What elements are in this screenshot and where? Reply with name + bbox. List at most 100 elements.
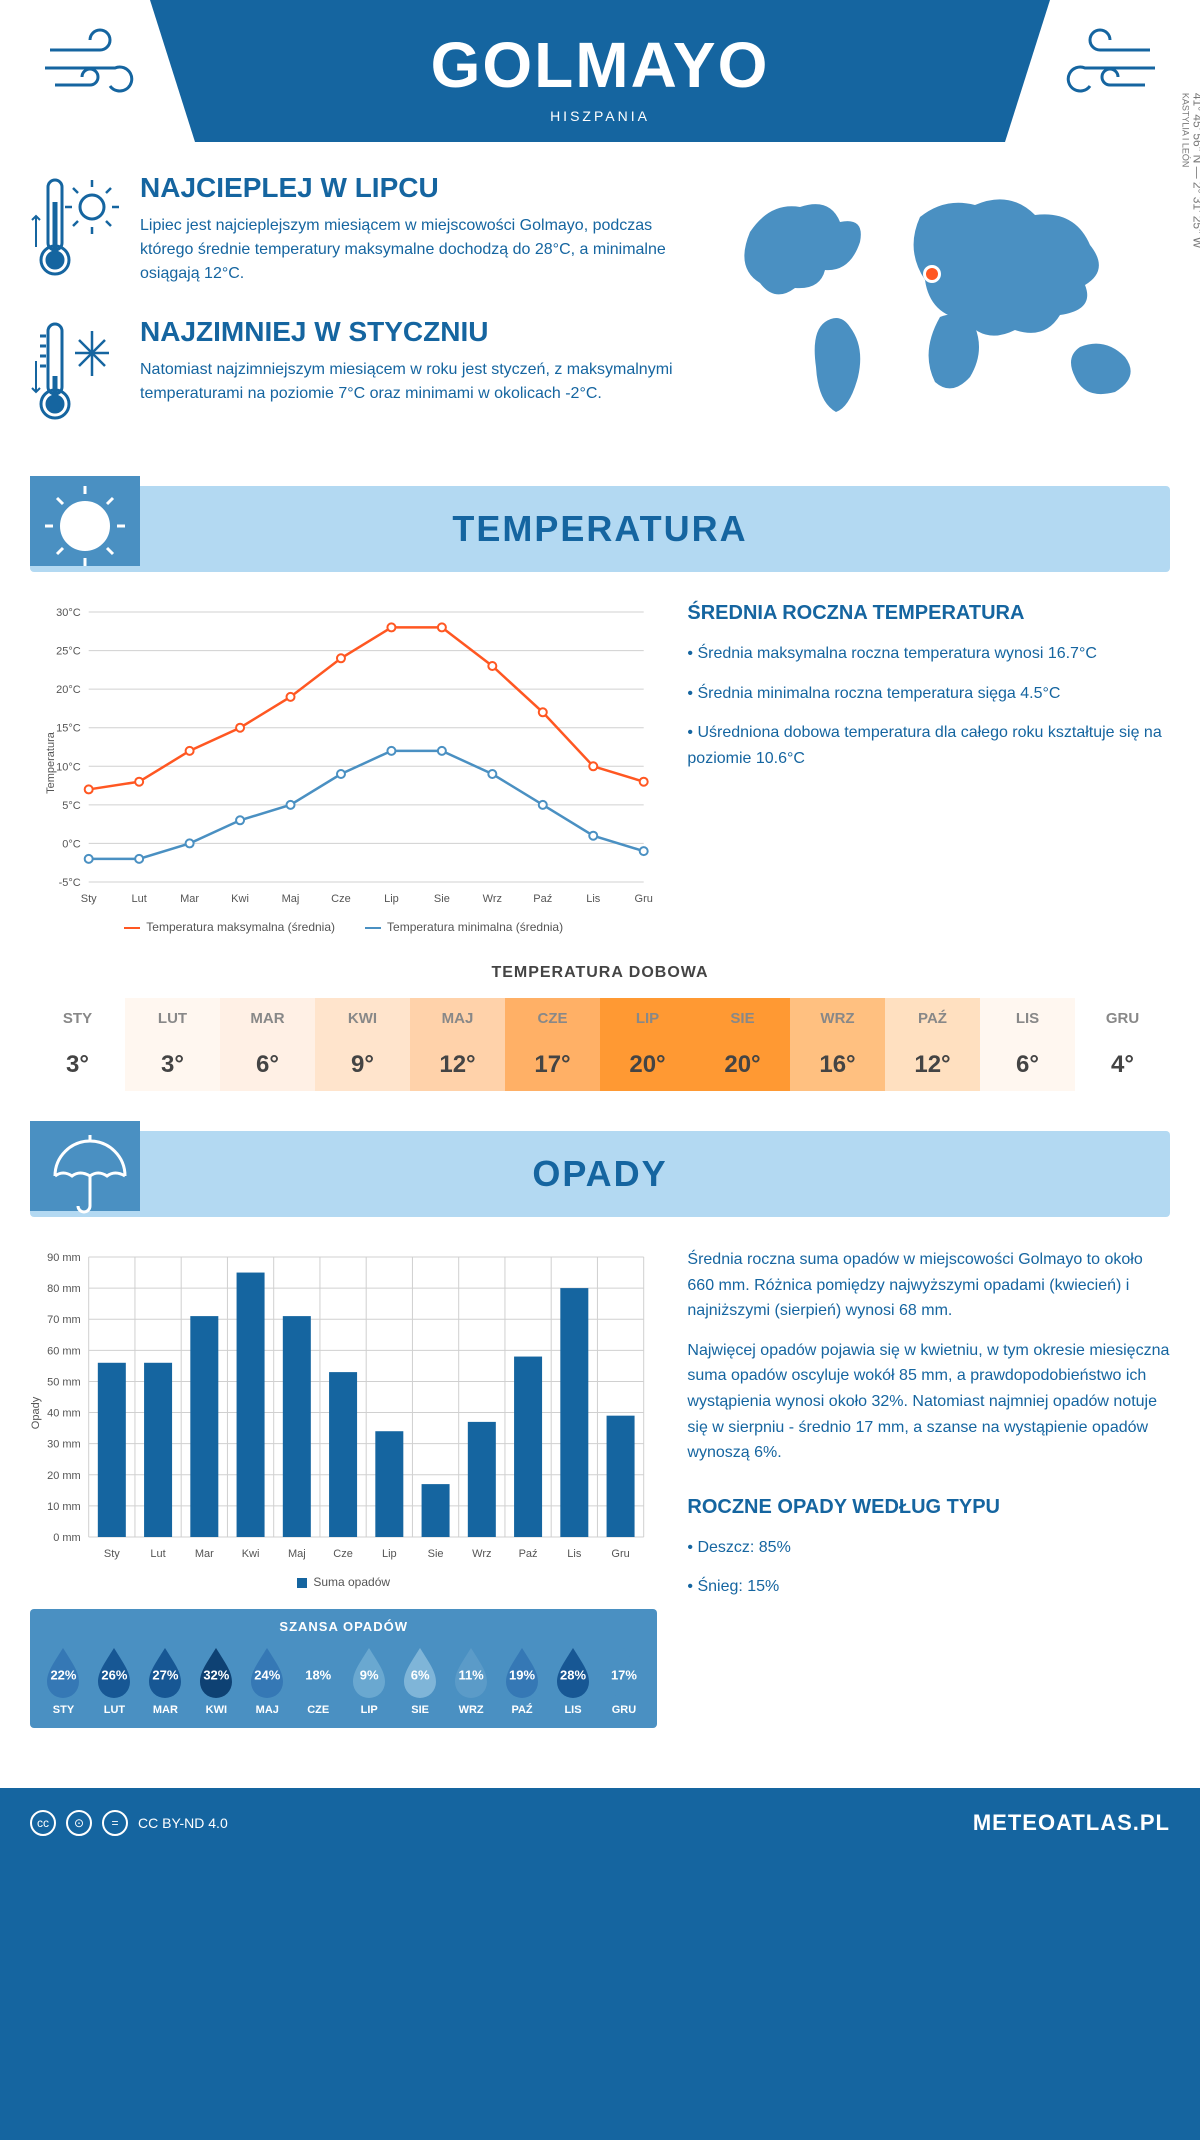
svg-text:Paź: Paź	[519, 1548, 538, 1560]
precip-para2: Najwięcej opadów pojawia się w kwietniu,…	[687, 1338, 1170, 1466]
thermometer-cold-icon	[30, 316, 120, 426]
raindrop-icon: 11%	[447, 1644, 495, 1700]
svg-text:25°C: 25°C	[56, 646, 81, 658]
svg-text:Mar: Mar	[180, 893, 199, 905]
temp-month-cell: PAŹ	[885, 998, 980, 1039]
svg-text:10°C: 10°C	[56, 761, 81, 773]
svg-text:Lip: Lip	[382, 1548, 397, 1560]
header-banner: GOLMAYO HISZPANIA	[150, 0, 1050, 142]
svg-text:Mar: Mar	[195, 1548, 214, 1560]
precip-legend: Suma opadów	[30, 1575, 657, 1589]
precip-type-item: • Deszcz: 85%	[687, 1535, 1170, 1561]
temperature-section-header: TEMPERATURA	[30, 486, 1170, 572]
svg-text:Cze: Cze	[333, 1548, 353, 1560]
rain-chance-strip: SZANSA OPADÓW 22%STY26%LUT27%MAR32%KWI24…	[30, 1609, 657, 1728]
temp-value-cell: 3°	[125, 1039, 220, 1091]
temp-bullet: • Średnia maksymalna roczna temperatura …	[687, 641, 1170, 667]
chance-title: SZANSA OPADÓW	[30, 1619, 657, 1634]
raindrop-icon: 6%	[396, 1644, 444, 1700]
svg-text:Kwi: Kwi	[242, 1548, 260, 1560]
temp-side-title: ŚREDNIA ROCZNA TEMPERATURA	[687, 602, 1170, 625]
chance-item: 9%LIP	[344, 1644, 395, 1716]
temp-month-cell: WRZ	[790, 998, 885, 1039]
temp-month-cell: LUT	[125, 998, 220, 1039]
raindrop-icon: 28%	[549, 1644, 597, 1700]
chance-item: 27%MAR	[140, 1644, 191, 1716]
chance-item: 11%WRZ	[446, 1644, 497, 1716]
temp-value-cell: 12°	[410, 1039, 505, 1091]
svg-text:Sty: Sty	[81, 893, 97, 905]
svg-text:Kwi: Kwi	[231, 893, 249, 905]
temp-bullet: • Uśredniona dobowa temperatura dla całe…	[687, 720, 1170, 771]
svg-text:30 mm: 30 mm	[47, 1439, 81, 1451]
svg-text:Wrz: Wrz	[472, 1548, 491, 1560]
raindrop-icon: 19%	[498, 1644, 546, 1700]
svg-text:Gru: Gru	[611, 1548, 629, 1560]
svg-text:15°C: 15°C	[56, 723, 81, 735]
city-title: GOLMAYO	[150, 28, 1050, 102]
cc-icon: cc	[30, 1810, 56, 1836]
temp-value-cell: 20°	[600, 1039, 695, 1091]
raindrop-icon: 17%	[600, 1644, 648, 1700]
svg-text:0 mm: 0 mm	[53, 1532, 81, 1544]
temp-month-cell: KWI	[315, 998, 410, 1039]
raindrop-icon: 27%	[141, 1644, 189, 1700]
daily-temp-table: TEMPERATURA DOBOWA STYLUTMARKWIMAJCZELIP…	[30, 964, 1170, 1091]
precip-type-item: • Śnieg: 15%	[687, 1574, 1170, 1600]
svg-text:Gru: Gru	[635, 893, 653, 905]
svg-text:60 mm: 60 mm	[47, 1345, 81, 1357]
svg-text:30°C: 30°C	[56, 607, 81, 619]
daily-temp-title: TEMPERATURA DOBOWA	[30, 964, 1170, 982]
temp-value-cell: 6°	[220, 1039, 315, 1091]
country-label: HISZPANIA	[150, 108, 1050, 124]
temp-month-cell: SIE	[695, 998, 790, 1039]
raindrop-icon: 22%	[39, 1644, 87, 1700]
svg-text:10 mm: 10 mm	[47, 1501, 81, 1513]
wind-icon-left	[40, 20, 160, 110]
svg-text:Sie: Sie	[434, 893, 450, 905]
intro-section: NAJCIEPLEJ W LIPCU Lipiec jest najcieple…	[30, 172, 1170, 456]
svg-text:Lut: Lut	[132, 893, 147, 905]
svg-text:-5°C: -5°C	[59, 877, 81, 889]
svg-text:Maj: Maj	[282, 893, 300, 905]
temp-month-cell: MAJ	[410, 998, 505, 1039]
temp-value-cell: 6°	[980, 1039, 1075, 1091]
svg-text:Lip: Lip	[384, 893, 399, 905]
svg-text:Lis: Lis	[567, 1548, 582, 1560]
nd-icon: =	[102, 1810, 128, 1836]
chance-item: 6%SIE	[395, 1644, 446, 1716]
temp-month-cell: CZE	[505, 998, 600, 1039]
umbrella-icon	[30, 1121, 140, 1231]
cold-title: NAJZIMNIEJ W STYCZNIU	[140, 316, 690, 348]
svg-text:Lis: Lis	[586, 893, 601, 905]
svg-text:Wrz: Wrz	[483, 893, 502, 905]
footer: cc ⊙ = CC BY-ND 4.0 METEOATLAS.PL	[0, 1788, 1200, 1858]
temp-month-cell: LIS	[980, 998, 1075, 1039]
temp-value-cell: 9°	[315, 1039, 410, 1091]
temp-value-cell: 4°	[1075, 1039, 1170, 1091]
svg-text:40 mm: 40 mm	[47, 1408, 81, 1420]
temp-value-cell: 17°	[505, 1039, 600, 1091]
chance-item: 17%GRU	[598, 1644, 649, 1716]
temp-month-cell: GRU	[1075, 998, 1170, 1039]
license-text: CC BY-ND 4.0	[138, 1815, 228, 1831]
chance-item: 22%STY	[38, 1644, 89, 1716]
chance-item: 19%PAŹ	[497, 1644, 548, 1716]
brand: METEOATLAS.PL	[973, 1810, 1170, 1836]
temp-month-cell: LIP	[600, 998, 695, 1039]
svg-text:Sie: Sie	[428, 1548, 444, 1560]
precip-section-header: OPADY	[30, 1131, 1170, 1217]
temp-chart-row: Temperatura -5°C0°C5°C10°C15°C20°C25°C30…	[30, 602, 1170, 934]
header-wrap: GOLMAYO HISZPANIA	[30, 0, 1170, 142]
raindrop-icon: 32%	[192, 1644, 240, 1700]
precip-para1: Średnia roczna suma opadów w miejscowośc…	[687, 1247, 1170, 1324]
svg-text:20 mm: 20 mm	[47, 1470, 81, 1482]
chance-item: 24%MAJ	[242, 1644, 293, 1716]
temperature-title: TEMPERATURA	[30, 508, 1170, 550]
hot-title: NAJCIEPLEJ W LIPCU	[140, 172, 690, 204]
raindrop-icon: 18%	[294, 1644, 342, 1700]
raindrop-icon: 24%	[243, 1644, 291, 1700]
thermometer-hot-icon	[30, 172, 120, 282]
cold-text: Natomiast najzimniejszym miesiącem w rok…	[140, 358, 690, 406]
svg-text:Cze: Cze	[331, 893, 351, 905]
